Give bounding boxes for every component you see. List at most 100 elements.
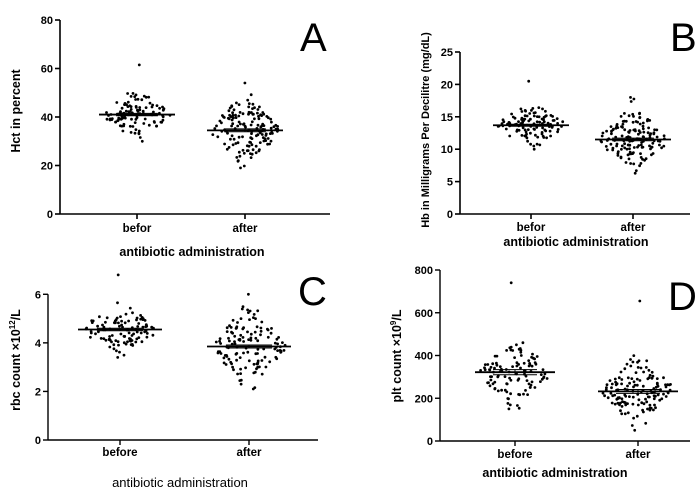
data-point [613, 402, 617, 406]
data-point [631, 112, 635, 116]
data-point [89, 335, 92, 339]
y-tick-label: 200 [415, 393, 433, 405]
data-point [244, 125, 247, 129]
data-point [641, 384, 645, 388]
data-point [625, 362, 629, 366]
data-point [131, 125, 135, 128]
data-point [126, 340, 129, 344]
data-point [608, 379, 612, 382]
data-point [227, 146, 231, 149]
data-point [126, 105, 130, 108]
data-point [489, 378, 493, 382]
data-point [133, 131, 137, 135]
data-point [94, 332, 97, 336]
data-point [260, 372, 264, 376]
data-point [118, 350, 121, 354]
data-point [648, 408, 652, 412]
data-point [137, 63, 141, 67]
data-point [222, 116, 226, 119]
data-point [610, 386, 613, 390]
data-point [141, 109, 145, 113]
data-point [601, 131, 605, 135]
panel-c-ylabel-tail: /L [9, 309, 23, 320]
data-point [257, 114, 260, 118]
data-point [618, 396, 621, 400]
data-point [508, 346, 512, 350]
data-point [493, 380, 497, 384]
data-point [114, 120, 117, 124]
data-point [259, 125, 263, 129]
data-point [263, 137, 267, 141]
data-point [640, 146, 644, 149]
data-point [544, 109, 547, 113]
data-point [648, 133, 652, 137]
data-point [269, 139, 273, 143]
data-point [232, 108, 236, 112]
data-point [641, 124, 645, 128]
data-point [630, 424, 634, 427]
data-point [250, 152, 254, 156]
data-point [270, 120, 273, 124]
data-point [234, 142, 238, 145]
data-point [622, 119, 626, 123]
data-point [525, 136, 529, 140]
data-point [647, 368, 651, 372]
data-point [620, 378, 624, 381]
panel-d-letter: D [668, 275, 697, 319]
data-point [528, 386, 532, 389]
data-point [153, 121, 156, 124]
data-point [228, 339, 231, 343]
panel-c-ylabel-sup: 12 [8, 320, 17, 329]
data-point [244, 366, 248, 370]
data-point [620, 144, 624, 148]
data-point [256, 309, 260, 313]
data-point [648, 373, 652, 377]
data-point [230, 118, 234, 122]
data-point [632, 416, 635, 420]
data-point [112, 343, 116, 347]
data-point [541, 107, 544, 111]
x-category-label: after [233, 223, 258, 235]
data-point [639, 152, 642, 156]
data-point [133, 121, 137, 124]
y-tick-label: 4 [35, 338, 42, 350]
data-point [655, 128, 659, 132]
data-point [247, 144, 251, 148]
data-point [264, 132, 268, 136]
data-point [532, 144, 536, 148]
data-point [666, 383, 670, 386]
data-point [126, 100, 130, 104]
data-point [105, 316, 109, 320]
data-point [124, 312, 128, 316]
data-point [225, 147, 229, 151]
data-point [218, 119, 222, 123]
data-point [610, 401, 614, 405]
data-point [648, 119, 652, 122]
data-point [249, 93, 253, 97]
data-point [623, 142, 626, 146]
data-point [138, 136, 142, 139]
data-point [241, 112, 245, 116]
data-point [252, 316, 255, 319]
data-point [519, 354, 523, 357]
data-point [260, 320, 264, 324]
data-point [535, 126, 539, 129]
data-point [623, 393, 627, 397]
panel-b-xlabel: antibiotic administration [503, 235, 648, 249]
data-point [258, 105, 261, 109]
data-point [247, 105, 251, 109]
data-point [650, 370, 654, 374]
data-point [605, 148, 609, 152]
data-point [609, 142, 613, 146]
data-point [238, 154, 242, 158]
data-point [627, 131, 631, 134]
data-point [240, 307, 244, 311]
data-point [127, 110, 131, 114]
data-point [620, 147, 623, 151]
data-point [619, 401, 622, 405]
data-point [229, 137, 232, 141]
data-point [632, 115, 635, 118]
data-point [254, 144, 258, 148]
data-point [234, 113, 237, 117]
data-point [264, 365, 268, 369]
